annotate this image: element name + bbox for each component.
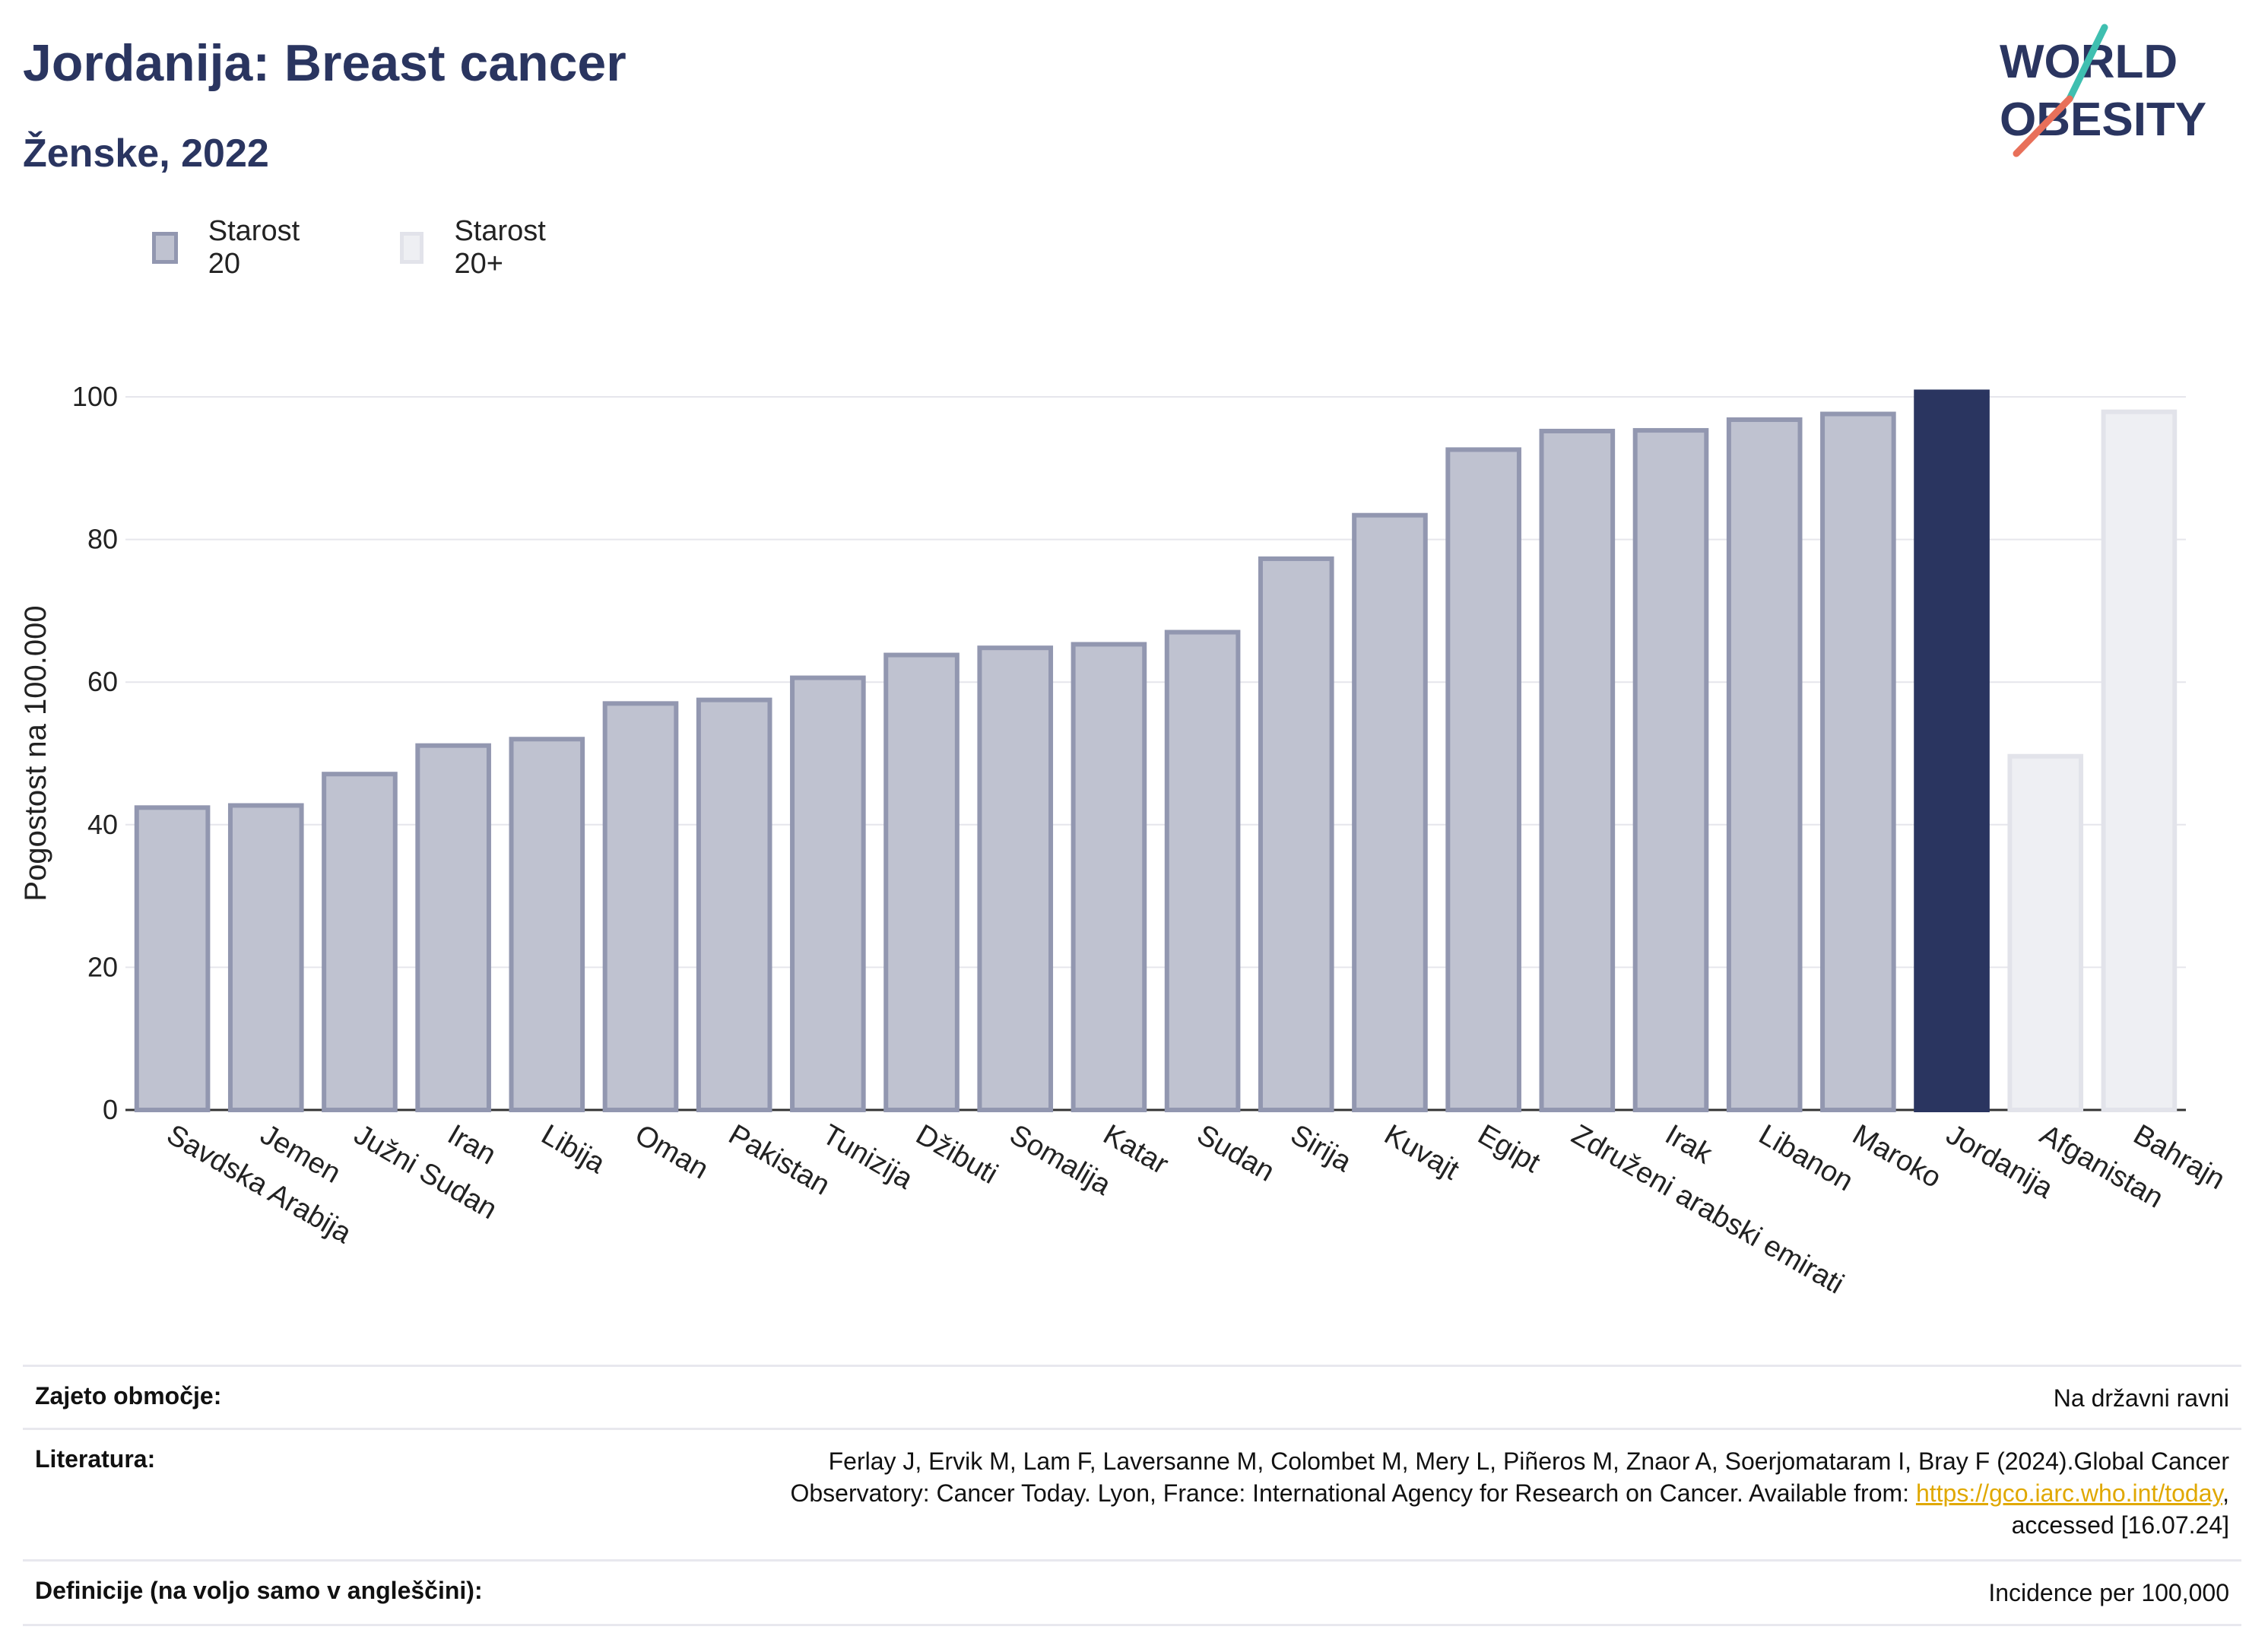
bar-maroko[interactable] bbox=[1820, 411, 1896, 1112]
bar-tunizija[interactable] bbox=[790, 675, 866, 1112]
footer-row-literature: Literatura: Ferlay J, Ervik M, Lam F, La… bbox=[23, 1428, 2241, 1559]
legend-item-starost-20[interactable]: Starost 20 bbox=[152, 215, 306, 280]
bar-afganistan[interactable] bbox=[2007, 753, 2084, 1112]
chart-title: Jordanija: Breast cancer bbox=[23, 34, 626, 92]
legend-label: Starost 20 bbox=[208, 215, 300, 280]
x-tick-label: Libanon bbox=[1753, 1118, 1858, 1197]
x-tick-label: Pakistan bbox=[723, 1118, 835, 1201]
legend-swatch bbox=[400, 232, 424, 264]
x-tick-label: Sudan bbox=[1191, 1118, 1280, 1187]
bar-jordanija[interactable] bbox=[1914, 389, 1990, 1112]
x-tick-label: Maroko bbox=[1847, 1118, 1946, 1194]
bar-libija[interactable] bbox=[509, 737, 585, 1112]
x-tick-label: Irak bbox=[1660, 1118, 1718, 1171]
footer-label: Zajeto območje: bbox=[35, 1382, 222, 1409]
world-obesity-logo: WORLD OBESITY bbox=[2000, 24, 2206, 157]
x-tick-label: Džibuti bbox=[911, 1118, 1004, 1190]
y-tick-label: 40 bbox=[87, 809, 118, 840]
bar-kuvajt[interactable] bbox=[1352, 512, 1428, 1112]
literature-line-2: Observatory: Cancer Today. Lyon, France:… bbox=[23, 1477, 2229, 1509]
footer-value: Na državni ravni bbox=[2053, 1384, 2229, 1412]
chart-subtitle: Ženske, 2022 bbox=[23, 132, 269, 176]
y-tick-label: 0 bbox=[103, 1094, 118, 1125]
x-tick-label: Kuvajt bbox=[1378, 1118, 1464, 1186]
x-tick-label: Somalija bbox=[1004, 1118, 1117, 1202]
bar-jemen[interactable] bbox=[227, 803, 304, 1112]
legend-item-starost-20-plus[interactable]: Starost 20+ bbox=[400, 215, 554, 280]
x-tick-label: Tunizija bbox=[817, 1118, 918, 1196]
bar-irak[interactable] bbox=[1632, 428, 1709, 1112]
bar-iran[interactable] bbox=[415, 743, 491, 1112]
bar-egipt[interactable] bbox=[1445, 447, 1521, 1113]
bar-katar[interactable] bbox=[1071, 642, 1147, 1112]
bar-sirija[interactable] bbox=[1258, 556, 1334, 1112]
literature-text: Observatory: Cancer Today. Lyon, France:… bbox=[790, 1479, 1916, 1507]
bar-južni-sudan[interactable] bbox=[322, 772, 398, 1113]
literature-line-3: accessed [16.07.24] bbox=[2011, 1511, 2229, 1539]
x-tick-label: Oman bbox=[630, 1118, 714, 1185]
y-tick-label: 20 bbox=[87, 951, 118, 982]
bar-libanon[interactable] bbox=[1726, 417, 1803, 1113]
y-axis-ticks: 0 20 40 60 80 100 bbox=[72, 381, 118, 1125]
bar-džibuti[interactable] bbox=[883, 652, 960, 1112]
bar-somalija[interactable] bbox=[977, 645, 1054, 1112]
bar-združeni-arabski-emirati[interactable] bbox=[1539, 429, 1616, 1113]
bar-bahrajn[interactable] bbox=[2101, 409, 2178, 1112]
legend-label: Starost 20+ bbox=[454, 215, 546, 280]
y-tick-label: 80 bbox=[87, 524, 118, 555]
x-tick-label: Sirija bbox=[1285, 1118, 1357, 1178]
footer-table: Zajeto območje: Na državni ravni Literat… bbox=[23, 1365, 2241, 1626]
x-tick-label: Libija bbox=[536, 1118, 611, 1180]
bar-sudan[interactable] bbox=[1164, 629, 1241, 1113]
y-axis-title: Pogostost na 100.000 bbox=[19, 605, 52, 901]
footer-label: Definicije (na voljo samo v angleščini): bbox=[35, 1577, 483, 1604]
footer-row-coverage: Zajeto območje: Na državni ravni bbox=[23, 1365, 2241, 1428]
x-tick-label: Egipt bbox=[1473, 1118, 1546, 1179]
footer-value: Ferlay J, Ervik M, Lam F, Laversanne M, … bbox=[23, 1430, 2241, 1541]
y-tick-label: 60 bbox=[87, 666, 118, 697]
y-tick-label: 100 bbox=[72, 381, 118, 412]
literature-line-1: Ferlay J, Ervik M, Lam F, Laversanne M, … bbox=[828, 1447, 2229, 1475]
literature-text: , bbox=[2222, 1479, 2229, 1507]
legend-swatch bbox=[152, 232, 178, 264]
x-tick-label: Jordanija bbox=[1941, 1118, 2059, 1205]
footer-row-definitions: Definicije (na voljo samo v angleščini):… bbox=[23, 1559, 2241, 1626]
footer-value: Incidence per 100,000 bbox=[1988, 1579, 2229, 1606]
bars bbox=[134, 389, 2178, 1113]
footer-label: Literatura: bbox=[35, 1445, 156, 1473]
bar-pakistan[interactable] bbox=[696, 697, 772, 1112]
x-tick-label: Iran bbox=[443, 1118, 502, 1171]
bar-oman[interactable] bbox=[602, 701, 679, 1112]
source-link[interactable]: https://gco.iarc.who.int/today bbox=[1915, 1479, 2223, 1507]
bar-savdska-arabija[interactable] bbox=[134, 805, 211, 1113]
